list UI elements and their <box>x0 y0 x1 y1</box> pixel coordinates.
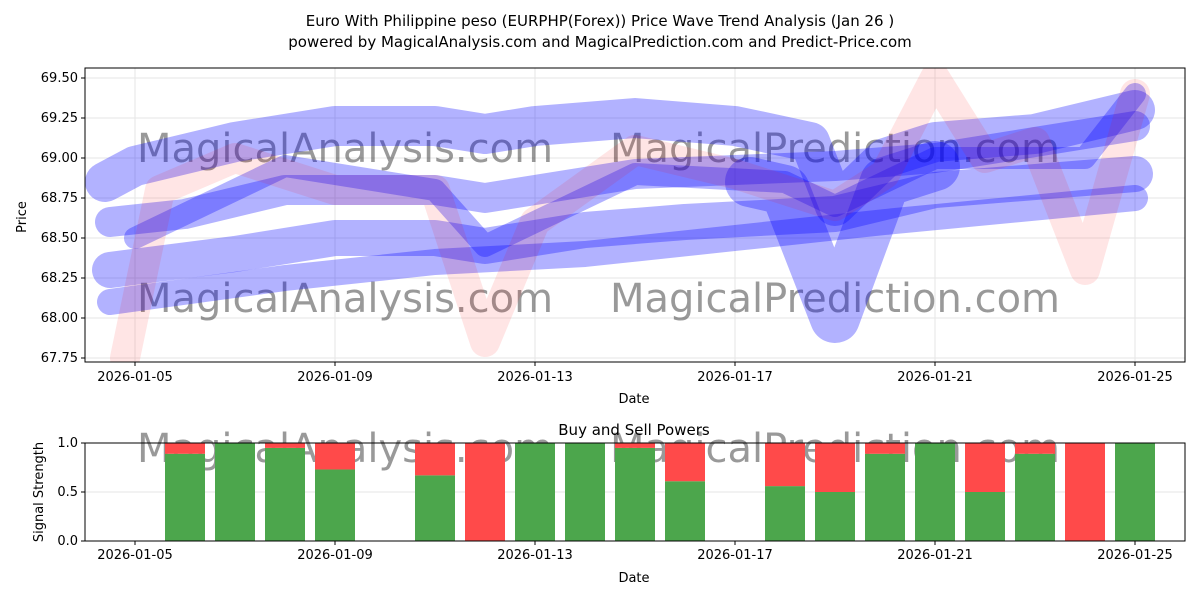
wave-wave-base <box>97 185 1148 315</box>
watermark: MagicalPrediction.com <box>610 276 1060 322</box>
x-tick-label: 2026-01-25 <box>1097 370 1173 385</box>
buy-bar <box>615 447 655 541</box>
buy-bar <box>765 486 805 541</box>
power-panel: 0.00.51.0MagicalAnalysis.comMagicalPredi… <box>57 426 1186 563</box>
sell-bar <box>815 443 855 492</box>
y-tick-label: 68.25 <box>41 271 78 286</box>
wave-wave-main <box>124 83 1146 257</box>
buy-bar <box>265 447 305 541</box>
x-tick-label: 2026-01-21 <box>897 548 973 563</box>
wave-wave-red <box>110 68 1150 362</box>
sell-bar <box>615 443 655 448</box>
buy-bar <box>515 443 555 541</box>
sell-bar <box>465 443 505 541</box>
x-tick-label: 2026-01-13 <box>497 548 573 563</box>
chart-subtitle: powered by MagicalAnalysis.com and Magic… <box>288 33 912 51</box>
buy-bar <box>815 492 855 541</box>
buy-bar <box>965 492 1005 541</box>
y-tick-label: 68.00 <box>41 311 78 326</box>
buy-bar <box>665 481 705 541</box>
buy-bar <box>565 443 605 541</box>
watermark: MagicalAnalysis.com <box>137 126 553 172</box>
y-tick-label: 68.75 <box>41 191 78 206</box>
wave-wave-lower <box>92 156 1153 288</box>
x-tick-label: 2026-01-05 <box>97 548 173 563</box>
wave-wave-dip <box>725 141 960 343</box>
sell-bar <box>415 443 455 476</box>
price-panel: 67.75 68.00 68.25 68.50 68.75 69.00 69.25 69.50… <box>41 67 1186 385</box>
sell-bar <box>665 443 705 482</box>
watermark: MagicalPrediction.com <box>610 126 1060 172</box>
sell-bar <box>865 443 905 454</box>
power-title: Buy and Sell Powers <box>558 421 710 439</box>
y-tick-label: 68.50 <box>41 231 78 246</box>
sell-bar <box>1015 443 1055 454</box>
chart-title: Euro With Philippine peso (EURPHP(Forex)… <box>306 12 894 30</box>
x-tick-label: 2026-01-17 <box>697 370 773 385</box>
buy-bar <box>865 453 905 541</box>
sell-bar <box>265 443 305 448</box>
wave-wave-upper <box>85 90 1155 226</box>
y-tick-label: 1.0 <box>57 436 78 451</box>
x-tick-label: 2026-01-17 <box>697 548 773 563</box>
x-axis-label: Date <box>618 392 649 407</box>
watermark: MagicalAnalysis.com <box>137 276 553 322</box>
buy-bar <box>315 469 355 541</box>
x-tick-label: 2026-01-25 <box>1097 548 1173 563</box>
sell-bar <box>315 443 355 470</box>
buy-bar <box>165 453 205 541</box>
x-tick-label: 2026-01-21 <box>897 370 973 385</box>
sell-bar <box>765 443 805 487</box>
x-tick-label: 2026-01-09 <box>297 548 373 563</box>
buy-bar <box>915 443 955 541</box>
sell-bar <box>1065 443 1105 541</box>
y-tick-label: 69.00 <box>41 151 78 166</box>
y-tick-label: 0.0 <box>57 534 78 549</box>
x-tick-label: 2026-01-13 <box>497 370 573 385</box>
y-tick-label: 69.50 <box>41 71 78 86</box>
sell-bar <box>165 443 205 454</box>
y-tick-label: 0.5 <box>57 485 78 500</box>
power-y-axis-label: Signal Strength <box>32 442 47 542</box>
plot-frame <box>84 442 1186 542</box>
y-tick-label: 67.75 <box>41 351 78 366</box>
y-axis-label: Price <box>15 201 30 233</box>
plot-frame <box>84 67 1186 363</box>
buy-bar <box>215 443 255 541</box>
x-tick-label: 2026-01-09 <box>297 370 373 385</box>
sell-bar <box>965 443 1005 492</box>
buy-bar <box>415 475 455 541</box>
power-x-axis-label: Date <box>618 571 649 586</box>
x-tick-label: 2026-01-05 <box>97 370 173 385</box>
wave-wave-mid <box>95 111 1150 237</box>
buy-bar <box>1015 453 1055 541</box>
buy-bar <box>1115 443 1155 541</box>
y-tick-label: 69.25 <box>41 111 78 126</box>
